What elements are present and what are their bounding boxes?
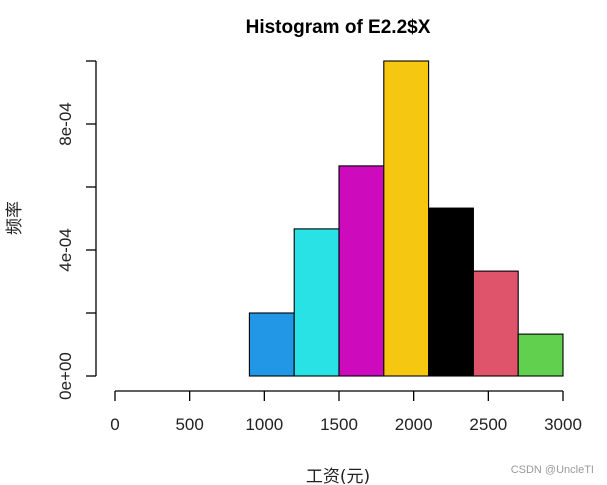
y-ticks-group: 0e+00 4e-04 8e-04 bbox=[56, 60, 96, 400]
histogram-bar-6 bbox=[383, 60, 430, 377]
histogram-bar-5 bbox=[338, 165, 385, 377]
y-tick-label-0: 0e+00 bbox=[56, 352, 75, 400]
x-tick-label-0: 0 bbox=[110, 415, 119, 434]
x-tick-label-2: 1000 bbox=[245, 415, 283, 434]
x-tick-label-1: 500 bbox=[175, 415, 203, 434]
x-tick-label-6: 3000 bbox=[544, 415, 582, 434]
x-tick-label-4: 2000 bbox=[395, 415, 433, 434]
watermark-text: CSDN @UncleTI bbox=[511, 464, 594, 476]
y-axis-label: 频率 bbox=[5, 201, 25, 235]
histogram-bar-8 bbox=[472, 270, 519, 377]
histogram-bar-7 bbox=[428, 207, 474, 377]
chart-title: Histogram of E2.2$X bbox=[246, 17, 431, 38]
x-axis-label: 工资(元) bbox=[306, 467, 370, 485]
y-tick-label-2: 4e-04 bbox=[56, 228, 75, 271]
histogram-bar-4 bbox=[293, 228, 340, 377]
bars-group bbox=[248, 60, 564, 377]
y-tick-label-4: 8e-04 bbox=[56, 102, 75, 145]
x-tick-label-3: 1500 bbox=[320, 415, 358, 434]
histogram-bar-9 bbox=[517, 333, 564, 377]
x-ticks-group: 0 500 1000 1500 2000 2500 3000 bbox=[110, 391, 582, 434]
x-tick-label-5: 2500 bbox=[469, 415, 507, 434]
histogram-bar-3 bbox=[248, 312, 295, 377]
